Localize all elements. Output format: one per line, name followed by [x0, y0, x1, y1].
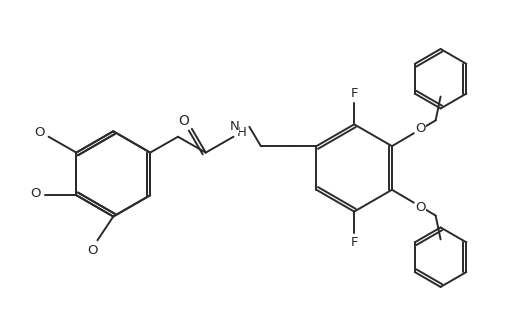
Text: O: O [87, 244, 98, 257]
Text: O: O [178, 114, 189, 128]
Text: H: H [237, 126, 246, 139]
Text: N: N [230, 120, 239, 133]
Text: O: O [34, 126, 45, 139]
Text: O: O [416, 122, 426, 135]
Text: O: O [416, 201, 426, 214]
Text: O: O [31, 187, 41, 200]
Text: F: F [350, 87, 358, 100]
Text: F: F [350, 236, 358, 249]
